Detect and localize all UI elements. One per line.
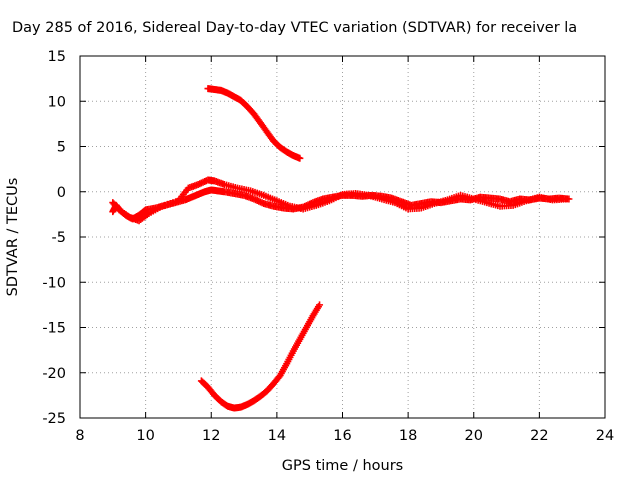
y-tick-label: -5 [52,230,66,246]
y-tick-label: 10 [48,94,66,110]
x-tick-label: 24 [596,428,614,444]
x-tick-label: 18 [399,428,417,444]
axis-ticks: 8 10 12 14 16 18 20 22 24 15 10 5 0 -5 -10 -15 -20 -25 [42,49,614,444]
x-axis-label: GPS time / hours [282,458,403,474]
x-tick-label: 8 [75,428,84,444]
data-point [296,154,304,162]
x-tick-label: 20 [465,428,483,444]
series-upper-arc [204,85,304,162]
x-tick-label: 16 [333,428,351,444]
chart-title: Day 285 of 2016, Sidereal Day-to-day VTE… [12,20,578,36]
data-point [316,301,324,309]
x-tick-label: 12 [202,428,220,444]
y-tick-label: 0 [57,185,66,201]
series-secondary-track [109,176,570,225]
data-point [562,195,570,203]
y-tick-label: -10 [42,275,66,291]
y-axis-label: SDTVAR / TECUs [5,178,21,297]
y-tick-label: -25 [42,411,66,427]
data-series [109,85,573,412]
x-tick-label: 14 [268,428,286,444]
y-tick-label: 15 [48,49,66,65]
x-tick-label: 22 [530,428,548,444]
y-tick-label: -20 [42,366,66,382]
grid-lines [80,56,605,418]
y-tick-label: -15 [42,321,66,337]
x-tick-label: 10 [136,428,154,444]
series-lower-arc [197,301,324,412]
y-tick-label: 5 [57,140,66,156]
